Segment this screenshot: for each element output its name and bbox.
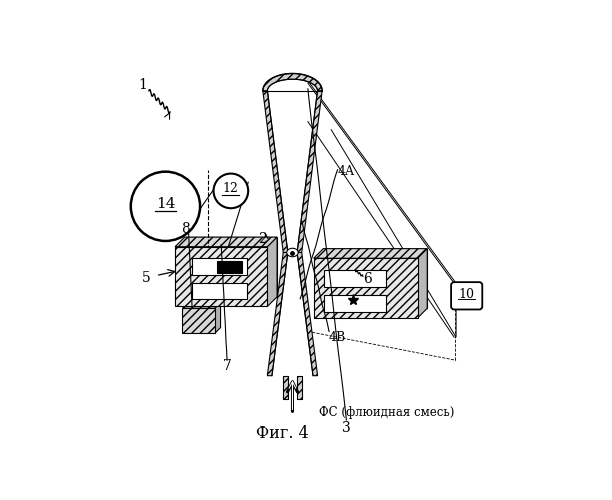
Text: 10: 10 xyxy=(458,288,475,301)
Text: 2: 2 xyxy=(258,232,267,246)
Polygon shape xyxy=(323,248,427,308)
Polygon shape xyxy=(267,252,288,376)
Text: ФС (флюидная смесь): ФС (флюидная смесь) xyxy=(319,406,455,419)
Text: 4A: 4A xyxy=(338,165,354,178)
Text: 3: 3 xyxy=(342,420,351,434)
Polygon shape xyxy=(175,246,267,306)
Polygon shape xyxy=(182,302,220,308)
Text: Фиг. 4: Фиг. 4 xyxy=(256,425,309,442)
Text: 1: 1 xyxy=(138,78,147,92)
Text: 5: 5 xyxy=(143,270,151,284)
Polygon shape xyxy=(185,237,277,297)
Circle shape xyxy=(131,172,200,241)
Polygon shape xyxy=(283,376,288,399)
Polygon shape xyxy=(267,237,277,306)
Ellipse shape xyxy=(286,248,298,256)
Polygon shape xyxy=(297,376,302,399)
Polygon shape xyxy=(297,91,322,252)
Bar xyxy=(192,282,247,299)
Polygon shape xyxy=(182,308,215,334)
Text: 4B: 4B xyxy=(329,330,346,344)
Polygon shape xyxy=(175,237,277,246)
Bar xyxy=(192,258,247,275)
Text: 7: 7 xyxy=(223,359,231,373)
Text: 14: 14 xyxy=(155,198,175,211)
Polygon shape xyxy=(313,258,417,318)
Polygon shape xyxy=(263,74,322,91)
FancyBboxPatch shape xyxy=(451,282,482,310)
Circle shape xyxy=(214,174,248,208)
Polygon shape xyxy=(297,252,318,376)
Polygon shape xyxy=(215,302,220,334)
Bar xyxy=(324,270,386,287)
Polygon shape xyxy=(263,91,288,252)
Text: 12: 12 xyxy=(223,182,239,196)
Text: 6: 6 xyxy=(363,272,371,286)
Bar xyxy=(324,296,386,312)
Text: 8: 8 xyxy=(181,222,190,236)
Polygon shape xyxy=(417,248,427,318)
Polygon shape xyxy=(313,248,427,258)
Bar xyxy=(217,261,242,273)
